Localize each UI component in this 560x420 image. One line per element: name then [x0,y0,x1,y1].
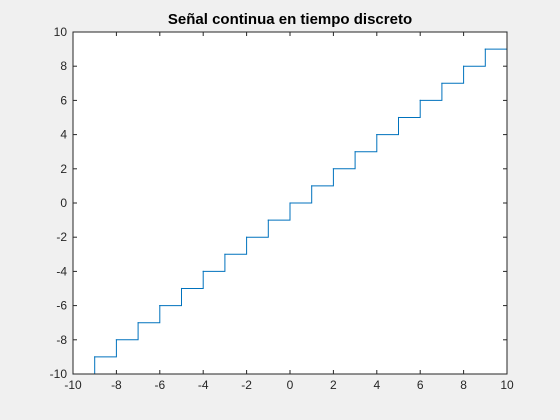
y-tick-label: 6 [60,93,67,107]
step-vertex [441,82,443,84]
y-tick-label: -6 [56,299,67,313]
step-vertex [354,151,356,153]
step-vertex [115,339,117,341]
step-vertex [463,65,465,67]
x-tick-label: -10 [64,378,82,392]
step-vertex [202,270,204,272]
y-tick-label: -4 [56,264,67,278]
step-vertex [224,253,226,255]
x-tick-label: 6 [417,378,424,392]
x-tick-label: 8 [460,378,467,392]
y-tick-label: 4 [60,128,67,142]
y-tick-label: -10 [50,367,68,381]
step-vertex [94,356,96,358]
y-tick-label: -8 [56,333,67,347]
step-vertex [332,168,334,170]
x-tick-label: 10 [500,378,514,392]
step-vertex [484,48,486,50]
chart-title: Señal continua en tiempo discreto [168,11,412,28]
x-tick-label: 2 [330,378,337,392]
x-tick-label: 0 [287,378,294,392]
x-tick-label: -8 [111,378,122,392]
y-tick-label: 8 [60,59,67,73]
axes-box [72,31,508,375]
x-tick-label: -6 [154,378,165,392]
x-tick-label: -4 [198,378,209,392]
x-tick-label: 4 [373,378,380,392]
step-vertex [311,185,313,187]
step-vertex [376,134,378,136]
y-tick-label: 10 [54,25,68,39]
step-vertex [180,287,183,290]
y-tick-label: 0 [60,196,67,210]
step-vertex [246,236,248,238]
y-tick-label: 2 [60,162,67,176]
y-tick-label: -2 [56,230,67,244]
step-vertex [267,219,269,221]
step-vertex [289,202,291,204]
step-vertex [397,116,400,119]
step-vertex [137,322,139,324]
x-tick-label: -2 [241,378,252,392]
step-vertex [159,305,161,307]
axis-tick-labels: -10 -8 -6 -4 -2 0 2 4 6 8 10 -10 -8 -6 -4 -2 0 2 4 6 8 10 [50,25,514,392]
step-vertex [419,99,421,101]
